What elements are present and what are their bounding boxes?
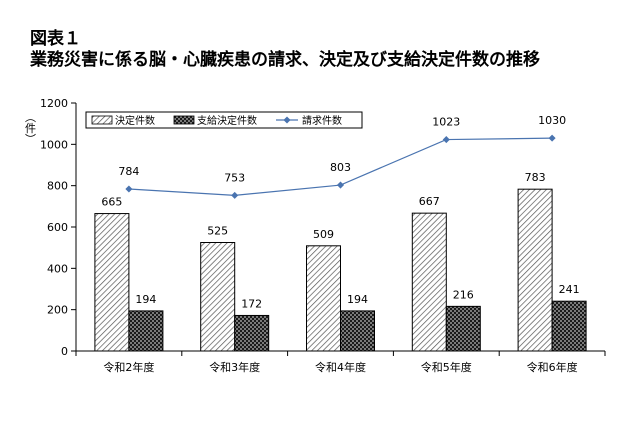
legend-box <box>85 111 363 129</box>
bar-approvals <box>234 314 270 352</box>
x-tick-label: 令和6年度 <box>527 360 578 374</box>
point-claims <box>125 185 133 193</box>
y-axis-label: （件） <box>24 112 37 145</box>
data-label-decisions: 665 <box>101 196 122 209</box>
data-label-approvals: 194 <box>135 293 156 306</box>
data-label-approvals: 241 <box>559 283 580 296</box>
y-tick-label: 400 <box>47 262 68 275</box>
y-tick-label: 0 <box>61 345 68 358</box>
y-tick-label: 1200 <box>40 97 68 110</box>
data-label-claims: 803 <box>330 161 351 174</box>
data-label-claims: 1030 <box>538 114 566 127</box>
legend-marker-claims <box>283 116 291 124</box>
data-label-decisions: 667 <box>419 195 440 208</box>
figure-label: 図表１ <box>30 29 81 49</box>
data-label-decisions: 783 <box>525 171 546 184</box>
bar-decisions <box>517 188 553 352</box>
x-tick-label: 令和2年度 <box>103 360 154 374</box>
data-label-approvals: 216 <box>453 288 474 301</box>
legend-label-approvals: 支給決定件数 <box>197 114 257 127</box>
data-label-decisions: 525 <box>207 225 228 238</box>
data-label-approvals: 194 <box>347 293 368 306</box>
data-label-decisions: 509 <box>313 228 334 241</box>
bar-approvals <box>551 300 587 352</box>
data-label-claims: 753 <box>224 171 245 184</box>
y-tick-label: 600 <box>47 221 68 234</box>
chart-title: 業務災害に係る脳・心臓疾患の請求、決定及び支給決定件数の推移 <box>30 50 540 70</box>
data-label-claims: 784 <box>118 165 139 178</box>
legend-label-decisions: 決定件数 <box>115 114 155 127</box>
bar-decisions <box>94 213 130 352</box>
legend-label-claims: 請求件数 <box>302 114 342 127</box>
point-claims <box>231 191 239 199</box>
y-tick-label: 800 <box>47 180 68 193</box>
bar-decisions <box>200 242 236 352</box>
bar-decisions <box>411 212 447 352</box>
x-tick-label: 令和3年度 <box>209 360 260 374</box>
data-label-claims: 1023 <box>432 116 460 129</box>
legend-swatch-decisions <box>91 115 113 125</box>
y-tick-label: 200 <box>47 304 68 317</box>
x-tick-label: 令和4年度 <box>315 360 366 374</box>
y-tick-label: 1000 <box>40 138 68 151</box>
point-claims <box>442 136 450 144</box>
data-label-approvals: 172 <box>241 297 262 310</box>
x-tick-label: 令和5年度 <box>421 360 472 374</box>
bar-decisions <box>306 245 341 352</box>
point-claims <box>336 181 345 189</box>
bar-approvals <box>340 310 375 352</box>
point-claims <box>548 134 556 142</box>
legend-swatch-approvals <box>173 115 195 125</box>
bar-approvals <box>128 310 164 352</box>
bar-approvals <box>445 305 481 352</box>
